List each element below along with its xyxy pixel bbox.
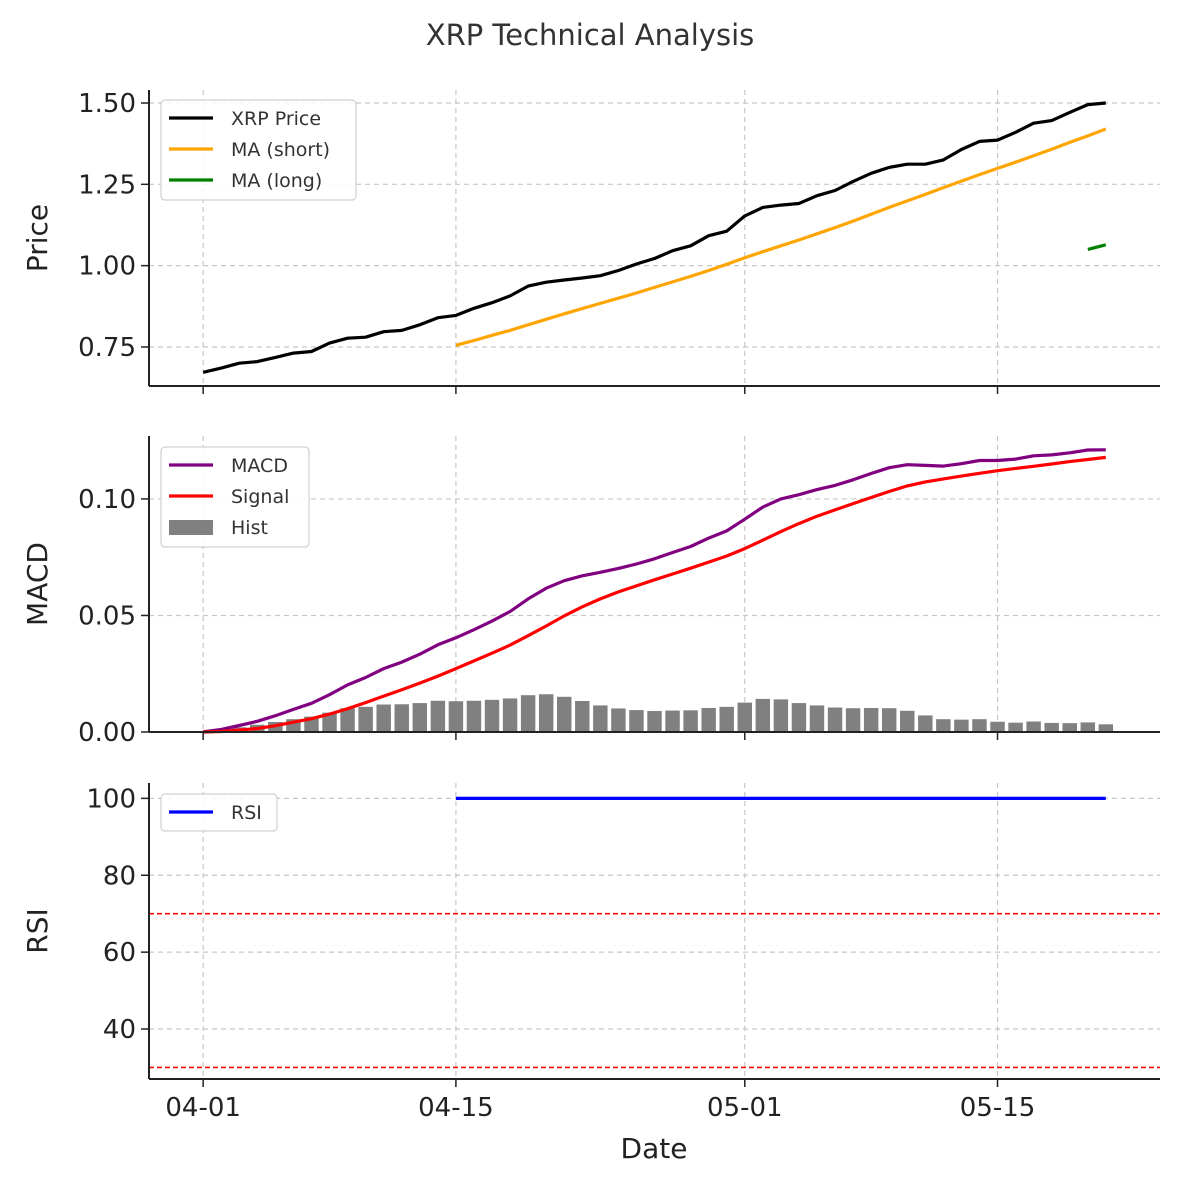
hist-bar-33	[809, 705, 825, 732]
legend-label-rsi: RSI	[231, 802, 262, 824]
hist-bar-7	[340, 708, 355, 732]
hist-bar-41	[954, 719, 969, 732]
hist-bar-12	[430, 700, 446, 732]
hist-bar-9	[376, 704, 391, 732]
legend-label-macd: MACD	[231, 455, 288, 477]
hist-bar-16	[502, 698, 518, 732]
panel-rsi: 40 60 80 100 RSI RSI 04-01 04-15 05-01 05-15	[21, 783, 1160, 1123]
ytick-label-rsi-1: 60	[103, 938, 136, 968]
hist-bar-30	[755, 698, 771, 732]
series-line-signal	[203, 455, 1106, 734]
series-line-xrp-price	[202, 101, 1106, 374]
legend-label-xrp-price: XRP Price	[231, 108, 321, 130]
x-axis-label: Date	[621, 1132, 688, 1165]
hist-bar-18	[538, 694, 554, 732]
legend-price: XRP Price MA (short) MA (long)	[160, 99, 357, 201]
hist-bar-47	[1062, 723, 1077, 732]
hist-bar-36	[863, 707, 879, 732]
hist-bar-10	[394, 704, 409, 732]
hist-bar-8	[358, 706, 373, 732]
ytick-label-price-2: 1.25	[78, 170, 136, 200]
hist-bar-17	[520, 695, 536, 732]
hist-bar-26	[683, 710, 698, 732]
hist-bar-31	[773, 699, 789, 732]
chart-title: XRP Technical Analysis	[426, 18, 755, 52]
series-line-macd	[202, 448, 1106, 734]
hist-bar-34	[827, 707, 843, 732]
hist-bar-32	[791, 703, 807, 732]
hist-bar-23	[629, 710, 644, 732]
ytick-label-macd-1: 0.05	[78, 601, 136, 631]
series-hist	[213, 694, 1114, 732]
series-line-ma-long-	[1087, 243, 1107, 251]
hist-bar-15	[484, 699, 500, 732]
hist-bar-24	[647, 711, 662, 732]
hist-bar-20	[575, 701, 590, 732]
hist-bar-22	[611, 708, 626, 732]
hist-bar-13	[448, 701, 464, 732]
xtick-label-0: 04-01	[165, 1093, 241, 1123]
hist-bar-45	[1026, 721, 1041, 732]
hist-bar-27	[701, 707, 716, 732]
ytick-label-rsi-2: 80	[103, 861, 136, 891]
hist-bar-19	[557, 696, 572, 732]
legend-label-signal: Signal	[231, 486, 289, 508]
legend-macd: MACD Signal Hist	[160, 446, 310, 548]
hist-bar-46	[1044, 722, 1059, 732]
hist-bar-48	[1080, 722, 1096, 732]
legend-rsi: RSI	[160, 793, 278, 832]
hist-bar-11	[412, 703, 428, 732]
legend-label-hist: Hist	[231, 517, 268, 539]
ytick-label-macd-0: 0.00	[78, 718, 136, 748]
hist-bar-6	[322, 712, 337, 732]
hist-bar-21	[593, 705, 608, 732]
y-axis-label-rsi: RSI	[21, 908, 54, 954]
hist-bar-39	[918, 715, 933, 732]
ytick-label-rsi-3: 100	[86, 784, 136, 814]
panel-price: 0.75 1.00 1.25 1.50 Price XRP Price MA (short)…	[21, 89, 1160, 394]
hist-bar-38	[900, 710, 915, 732]
hist-bar-43	[990, 721, 1005, 732]
hist-bar-44	[1008, 722, 1023, 732]
hist-bar-37	[881, 708, 897, 732]
legend-label-ma-short-: MA (short)	[231, 139, 330, 161]
legend-frame-rsi	[160, 793, 278, 832]
ytick-label-rsi-0: 40	[103, 1015, 136, 1045]
hist-bar-25	[665, 710, 680, 732]
series-line-ma-short-	[455, 127, 1107, 347]
hist-bar-49	[1098, 724, 1114, 732]
legend-swatch-hist	[169, 520, 213, 535]
ytick-label-price-3: 1.50	[78, 89, 136, 119]
plot-layer: 0.75 1.00 1.25 1.50 Price XRP Price MA (short)…	[21, 89, 1160, 1123]
hist-bar-35	[845, 708, 861, 732]
xtick-label-3: 05-15	[960, 1093, 1036, 1123]
legend-frame-price	[160, 99, 357, 201]
ytick-label-price-0: 0.75	[78, 333, 136, 363]
xtick-label-1: 04-15	[418, 1093, 494, 1123]
legend-label-ma-long-: MA (long)	[231, 170, 322, 192]
panel-macd: 0.00 0.05 0.10 MACD MACD Signal Hist	[21, 436, 1160, 748]
y-axis-label-macd: MACD	[21, 542, 54, 626]
hist-bar-29	[737, 702, 752, 732]
hist-bar-14	[466, 700, 482, 732]
ytick-label-price-1: 1.00	[78, 252, 136, 282]
ytick-label-macd-2: 0.10	[78, 485, 136, 515]
hist-bar-42	[972, 719, 987, 732]
hist-bar-28	[719, 706, 734, 732]
hist-bar-40	[936, 719, 951, 732]
y-axis-label-price: Price	[21, 204, 54, 272]
xtick-label-2: 05-01	[707, 1093, 783, 1123]
